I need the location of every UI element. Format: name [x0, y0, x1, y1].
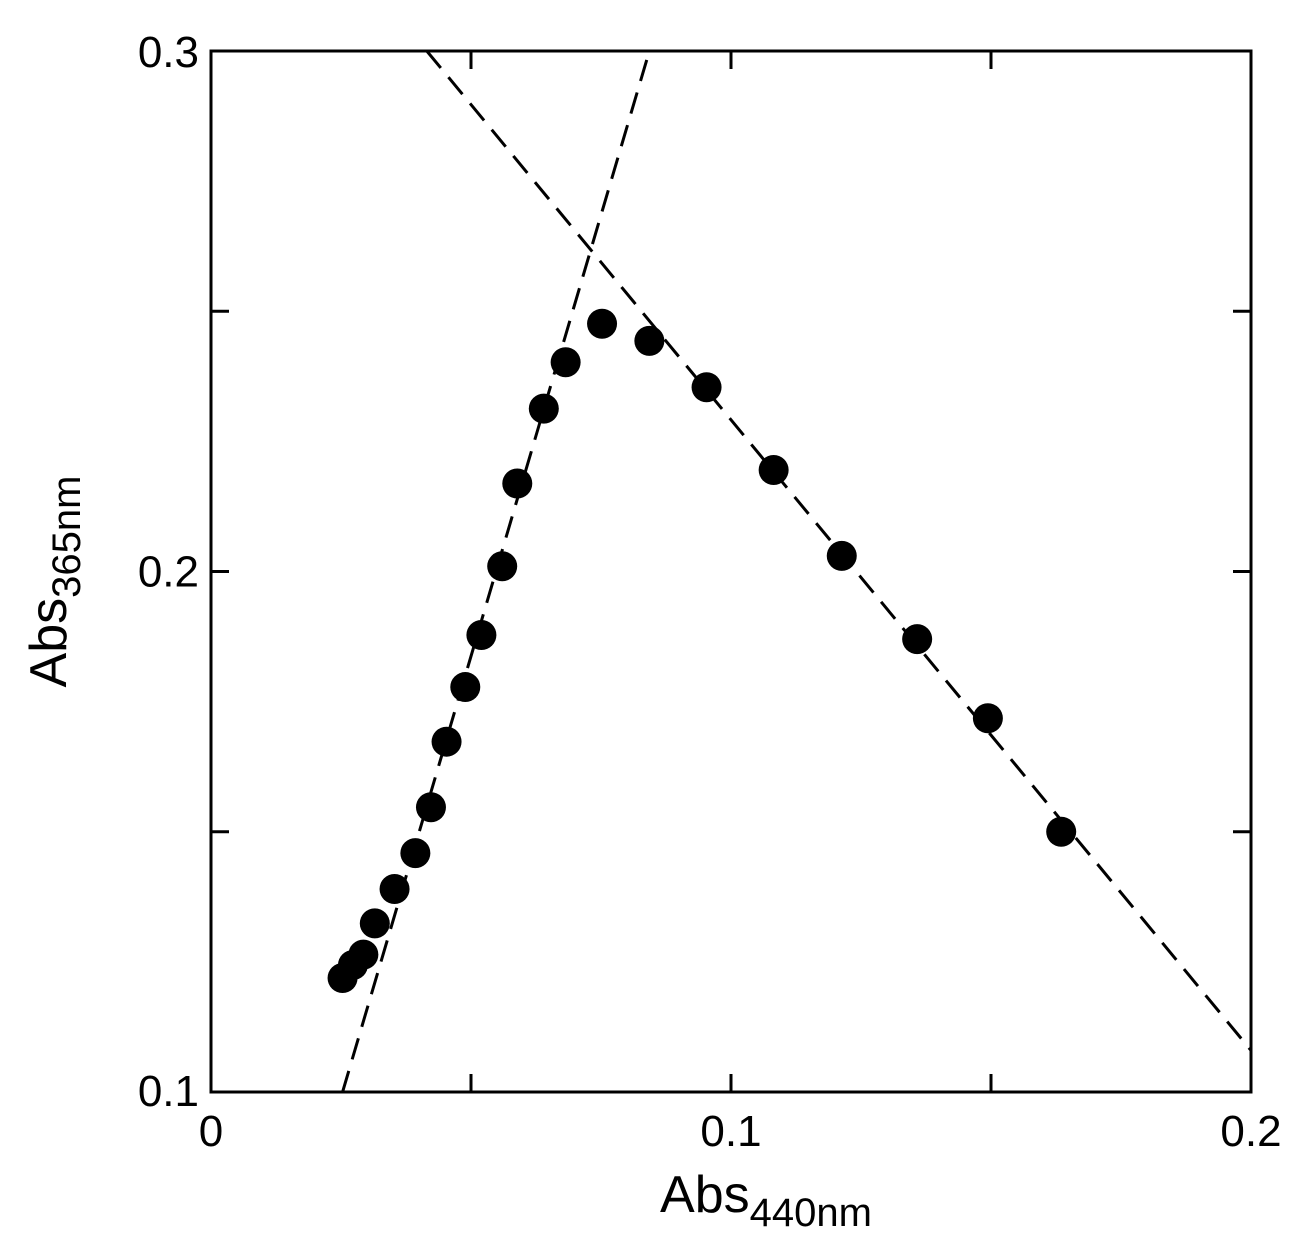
x-tick-label: 0.1 — [700, 1107, 761, 1156]
data-point — [1046, 816, 1077, 847]
y-tick-label: 0.3 — [138, 28, 199, 77]
data-point — [550, 347, 581, 378]
axis-ticks — [211, 51, 1251, 1092]
data-point — [826, 540, 857, 571]
y-tick-label: 0.1 — [138, 1067, 199, 1116]
data-point — [466, 620, 497, 651]
data-point — [487, 551, 518, 582]
data-point — [634, 325, 665, 356]
data-point — [379, 874, 410, 905]
data-point — [587, 308, 618, 339]
data-point — [972, 703, 1003, 734]
data-point — [450, 672, 481, 703]
data-point — [502, 468, 533, 499]
fit-line-1 — [341, 51, 651, 1092]
data-point — [528, 393, 559, 424]
data-point — [400, 838, 431, 869]
x-axis-label: Abs440nm — [660, 1166, 872, 1235]
y-axis-label: Abs365nm — [20, 476, 89, 688]
data-point — [359, 908, 390, 939]
data-point — [348, 939, 379, 970]
data-point — [758, 455, 789, 486]
data-point — [415, 792, 446, 823]
y-tick-label: 0.2 — [138, 548, 199, 597]
data-point — [431, 726, 462, 757]
data-points — [327, 308, 1077, 994]
data-point — [902, 624, 933, 655]
fit-lines — [341, 51, 1251, 1092]
data-point — [691, 372, 722, 403]
tick-labels: 0 0.1 0.20.10.20.3 — [138, 28, 1282, 1156]
x-tick-label: 0.2 — [1220, 1107, 1281, 1156]
x-tick-label: 0 — [199, 1107, 223, 1156]
